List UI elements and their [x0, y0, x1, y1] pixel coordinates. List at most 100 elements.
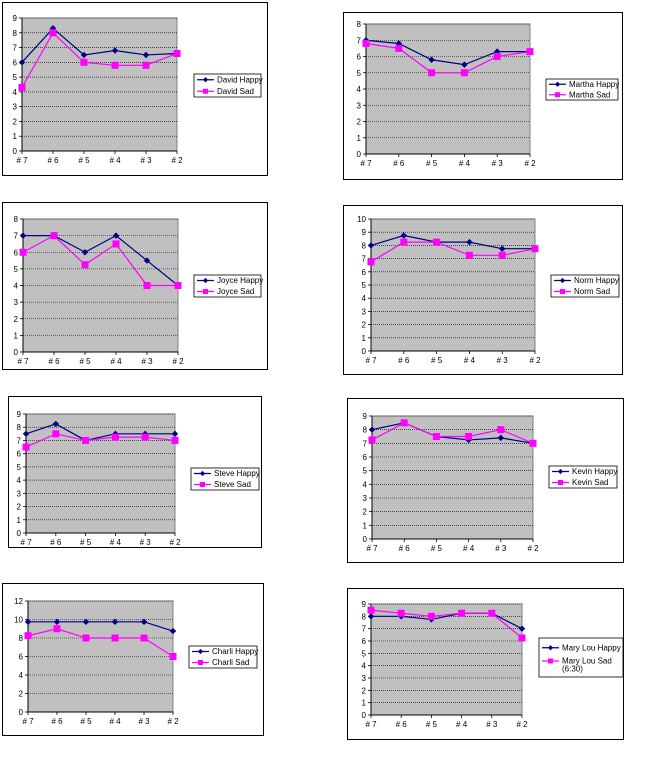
- data-point: [24, 632, 32, 640]
- plot-area: [370, 603, 523, 716]
- data-point: [142, 61, 150, 69]
- y-tick-label: 0: [363, 535, 368, 544]
- legend-marker: [559, 277, 566, 284]
- x-tick-label: # 2: [529, 356, 541, 365]
- chart-svg: 0 1 2 3 4 5 6 7 8 9 # 7 # 6 # 5 # 4 # 3 # 2 Mary Lou Hap…: [362, 600, 624, 729]
- x-tick-label: # 4: [459, 159, 471, 168]
- y-tick-label: 7: [13, 44, 18, 53]
- x-tick-label: # 3: [497, 356, 509, 365]
- data-point: [362, 40, 370, 47]
- x-tick-label: # 5: [426, 159, 438, 168]
- plot-area: [21, 17, 178, 152]
- legend-marker: [200, 482, 205, 487]
- data-point: [52, 420, 59, 428]
- x-tick-label: # 7: [360, 159, 372, 168]
- y-tick-label: 8: [17, 423, 22, 432]
- data-point: [111, 433, 119, 441]
- data-point: [111, 61, 119, 69]
- legend-label: Charli Happy: [212, 647, 258, 656]
- y-tick-label: 0: [17, 529, 22, 538]
- x-tick-label: # 7: [16, 156, 28, 165]
- y-tick-label: 3: [357, 101, 362, 110]
- data-point: [171, 436, 179, 444]
- data-point: [52, 430, 60, 438]
- y-tick-label: 8: [19, 634, 24, 643]
- data-point: [433, 238, 441, 246]
- data-point: [400, 232, 407, 239]
- series-line-steve-happy: [25, 423, 175, 442]
- x-tick-label: # 5: [78, 156, 90, 165]
- y-tick-label: 2: [363, 508, 368, 517]
- y-tick-label: 4: [357, 85, 362, 94]
- series-line-kevin-happy: [371, 422, 534, 444]
- data-point: [518, 625, 526, 632]
- x-tick-label: # 2: [527, 544, 539, 553]
- data-point: [171, 430, 179, 438]
- legend-label: Joyce Happy: [217, 276, 263, 285]
- data-point: [22, 430, 30, 438]
- data-point: [111, 47, 119, 54]
- legend-label: Norm Happy: [574, 276, 619, 285]
- x-tick-label: # 4: [456, 720, 468, 729]
- data-point: [367, 258, 375, 266]
- chart-4: 0 1 2 3 4 5 6 7 8 9 10 # 7 # 6 # 5 # 4 # 3 # 2 Norm Happy…: [343, 205, 623, 375]
- series-line-david-happy: [21, 27, 178, 63]
- data-point: [428, 69, 436, 77]
- data-point: [367, 613, 375, 620]
- chart-svg: 0 1 2 3 4 5 6 7 8 9 # 7 # 6 # 5 # 4 # 3 # 2 David Happy D…: [13, 14, 263, 165]
- plot-area: [371, 415, 534, 540]
- series-line-joyce-sad: [22, 234, 178, 287]
- data-point: [81, 261, 89, 269]
- data-point: [24, 618, 32, 626]
- x-tick-label: # 5: [426, 720, 438, 729]
- y-tick-label: 6: [13, 58, 18, 67]
- data-point: [53, 625, 61, 633]
- data-point: [493, 53, 501, 60]
- series-line-mary-lou-sad: [370, 609, 523, 639]
- data-point: [400, 419, 408, 427]
- chart-svg: 0 2 4 6 8 10 12 # 7 # 6 # 5 # 4 # 3 # 2 Charli Happy C…: [14, 597, 258, 726]
- chart-8: 0 1 2 3 4 5 6 7 8 9 # 7 # 6 # 5 # 4 # 3 # 2 Mary Lou Hap…: [347, 588, 624, 740]
- y-tick-label: 3: [17, 489, 22, 498]
- data-point: [531, 245, 539, 253]
- x-tick-label: # 7: [365, 720, 377, 729]
- x-tick-label: # 6: [50, 538, 62, 547]
- x-tick-label: # 4: [464, 356, 476, 365]
- y-tick-label: 12: [14, 597, 23, 606]
- y-tick-label: 7: [363, 439, 368, 448]
- chart-svg: 0 1 2 3 4 5 6 7 8 # 7 # 6 # 5 # 4 # 3 # 2 Martha HappyM…: [357, 20, 620, 168]
- data-point: [112, 232, 120, 239]
- y-tick-label: 10: [14, 616, 23, 625]
- y-tick-label: 3: [362, 307, 367, 316]
- legend-marker: [197, 648, 204, 655]
- legend-marker: [202, 277, 209, 284]
- data-point: [497, 434, 504, 442]
- data-point: [19, 232, 27, 239]
- y-tick-label: 4: [13, 88, 18, 97]
- y-tick-label: 2: [362, 686, 367, 695]
- chart-group: 0 1 2 3 4 5 6 7 8 9 # 7 # 6 # 5 # 4 # 3 # 2 Mary Lou Hap…: [362, 600, 624, 729]
- y-tick-label: 3: [362, 674, 367, 683]
- x-tick-label: # 7: [17, 357, 29, 366]
- y-tick-label: 2: [19, 690, 24, 699]
- y-tick-label: 4: [14, 282, 19, 291]
- chart-svg: 0 1 2 3 4 5 6 7 8 9 # 7 # 6 # 5 # 4 # 3 # 2 Kevin Happy K…: [363, 412, 618, 553]
- series-line-mary-lou-happy: [371, 612, 523, 630]
- data-point: [80, 58, 88, 66]
- x-tick-label: # 2: [169, 538, 181, 547]
- legend-marker: [203, 289, 208, 294]
- legend-marker: [548, 658, 553, 664]
- data-point: [526, 48, 534, 56]
- y-tick-label: 7: [17, 436, 22, 445]
- y-tick-label: 6: [14, 248, 19, 257]
- legend-marker: [555, 92, 560, 98]
- x-tick-label: # 5: [431, 356, 443, 365]
- chart-group: 0 1 2 3 4 5 6 7 8 9 # 7 # 6 # 5 # 4 # 3 # 2 Steve Happy S…: [17, 410, 260, 547]
- y-tick-label: 6: [362, 637, 367, 646]
- x-tick-label: # 3: [140, 538, 152, 547]
- y-tick-label: 7: [362, 625, 367, 634]
- x-tick-label: # 4: [110, 357, 122, 366]
- data-point: [169, 653, 177, 660]
- legend-label: Charli Sad: [212, 658, 249, 667]
- y-tick-label: 8: [362, 241, 367, 250]
